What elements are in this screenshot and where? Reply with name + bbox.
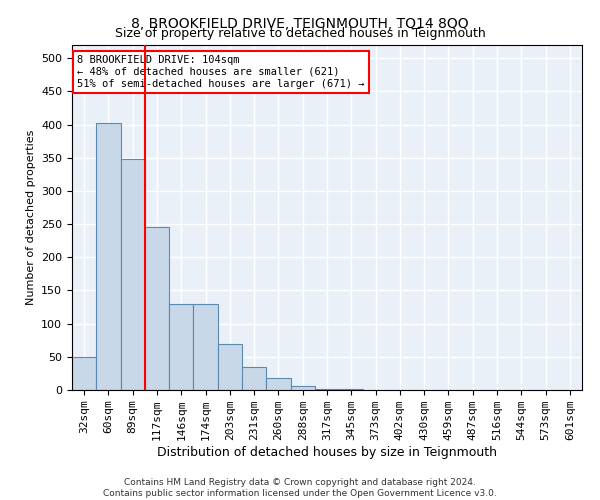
Bar [145,227,169,390]
Text: 8 BROOKFIELD DRIVE: 104sqm
← 48% of detached houses are smaller (621)
51% of sem: 8 BROOKFIELD DRIVE: 104sqm ← 48% of deta… [77,56,365,88]
Bar [121,159,145,390]
Bar [96,122,121,390]
Bar [266,378,290,390]
Text: 8, BROOKFIELD DRIVE, TEIGNMOUTH, TQ14 8QQ: 8, BROOKFIELD DRIVE, TEIGNMOUTH, TQ14 8Q… [131,18,469,32]
Bar [193,304,218,390]
Bar [72,357,96,390]
Bar [169,304,193,390]
Y-axis label: Number of detached properties: Number of detached properties [26,130,35,305]
Text: Contains HM Land Registry data © Crown copyright and database right 2024.
Contai: Contains HM Land Registry data © Crown c… [103,478,497,498]
Bar [290,386,315,390]
Bar [242,367,266,390]
Text: Size of property relative to detached houses in Teignmouth: Size of property relative to detached ho… [115,28,485,40]
X-axis label: Distribution of detached houses by size in Teignmouth: Distribution of detached houses by size … [157,446,497,459]
Bar [218,344,242,390]
